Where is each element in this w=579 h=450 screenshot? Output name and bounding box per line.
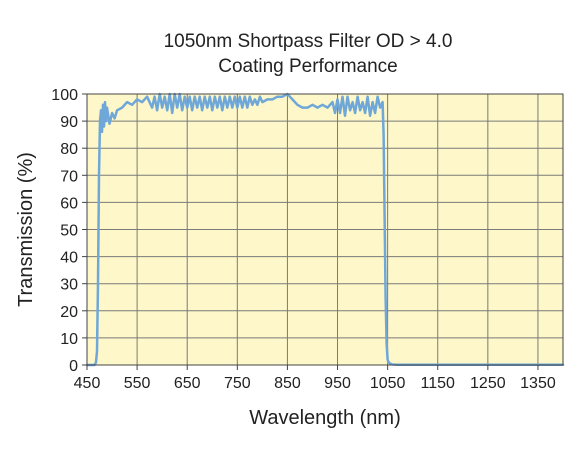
y-tick-label: 40 — [60, 250, 78, 267]
y-tick-label: 10 — [60, 331, 78, 348]
y-tick-label: 70 — [60, 168, 78, 185]
y-tick-label: 30 — [60, 277, 78, 294]
series-line-0 — [85, 92, 565, 367]
x-axis-ticks: 450 550 650 750 850 950 1050 1150 1250 1350 — [74, 365, 556, 392]
x-axis-label: Wavelength (nm) — [249, 407, 401, 429]
y-tick-label: 100 — [51, 87, 78, 104]
x-tick-label: 550 — [124, 375, 151, 392]
y-tick-label: 50 — [60, 223, 78, 240]
x-tick-label: 850 — [274, 375, 301, 392]
chart-subtitle: Coating Performance — [218, 56, 398, 77]
x-tick-label: 1350 — [520, 375, 556, 392]
x-tick-label: 1250 — [470, 375, 506, 392]
x-tick-label: 450 — [74, 375, 101, 392]
chart-title-group: 1050nm Shortpass Filter OD > 4.0 Coating… — [164, 31, 453, 77]
x-tick-label: 950 — [324, 375, 351, 392]
chart-title: 1050nm Shortpass Filter OD > 4.0 — [164, 31, 453, 52]
x-tick-label: 650 — [174, 375, 201, 392]
series-group — [85, 92, 565, 367]
y-tick-label: 20 — [60, 304, 78, 321]
y-tick-label: 60 — [60, 195, 78, 212]
y-axis-label: Transmission (%) — [15, 152, 37, 307]
x-tick-label: 1050 — [370, 375, 406, 392]
y-tick-label: 80 — [60, 141, 78, 158]
y-axis-ticks: 0 10 20 30 40 50 60 70 80 90 100 — [51, 87, 87, 375]
y-tick-label: 0 — [69, 358, 78, 375]
x-tick-label: 750 — [224, 375, 251, 392]
x-tick-label: 1150 — [421, 375, 456, 392]
grid-lines — [87, 94, 563, 365]
y-tick-label: 90 — [60, 114, 78, 131]
